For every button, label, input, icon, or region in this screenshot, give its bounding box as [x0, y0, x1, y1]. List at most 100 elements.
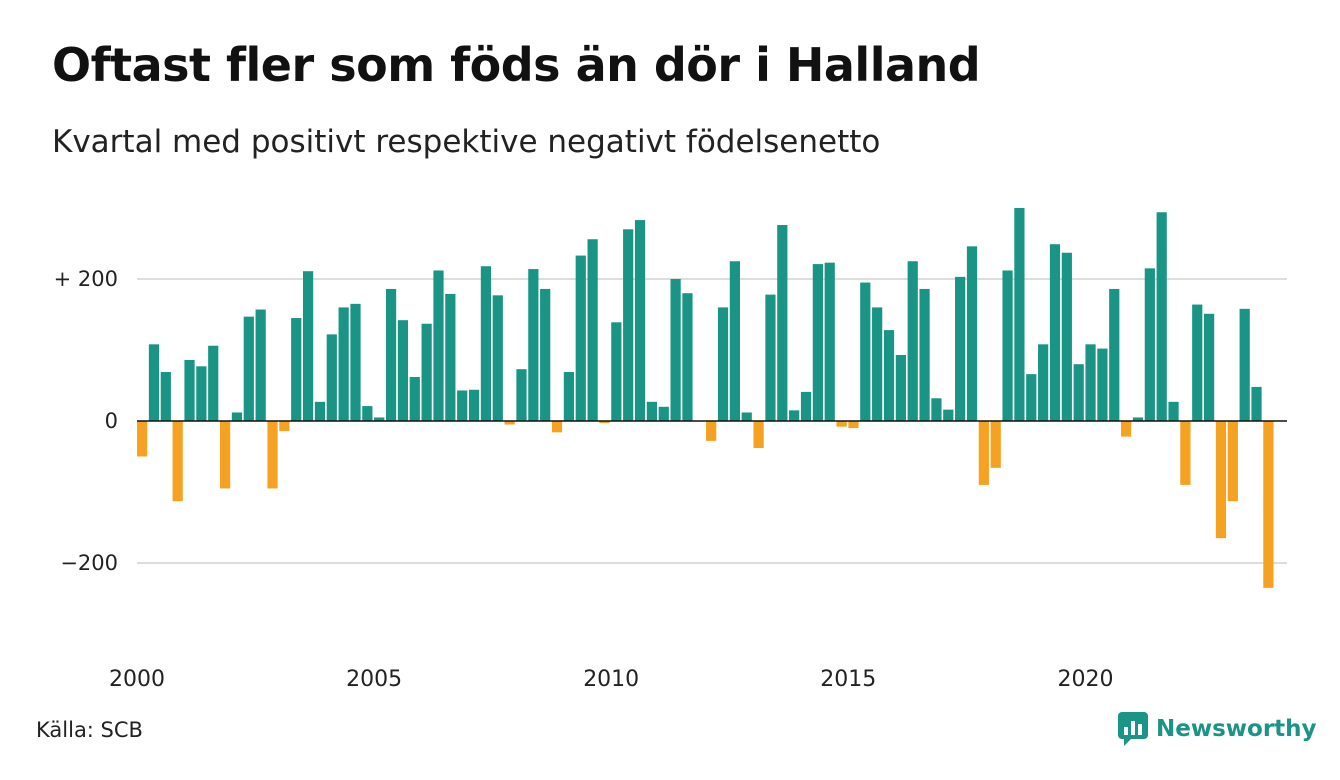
bar-2016-k3 [919, 288, 930, 421]
bar-2006-k2 [433, 270, 444, 421]
bar-2012-k4 [741, 412, 752, 421]
bar-2023-k2 [1239, 308, 1250, 421]
bar-2020-k1 [1085, 344, 1096, 421]
bar-2008-k2 [528, 269, 539, 421]
bar-2006-k1 [421, 323, 432, 421]
bar-2010-k2 [623, 229, 634, 421]
bar-2000-k2 [148, 344, 160, 421]
bar-2004-k1 [326, 334, 337, 421]
x-tick-label: 2005 [346, 667, 402, 692]
bar-2021-k2 [1144, 268, 1155, 421]
bar-2001-k3 [208, 345, 219, 421]
bar-2002-k1 [231, 412, 243, 421]
gridlines [137, 278, 1287, 564]
bar-2002-k3 [255, 309, 266, 421]
bar-2022-k2 [1192, 304, 1203, 421]
bar-2011-k2 [670, 279, 681, 421]
bar-2021-k4 [1168, 401, 1179, 421]
bar-2006-k3 [445, 293, 456, 421]
bar-2021-k1 [1132, 417, 1144, 421]
x-tick-label: 2020 [1058, 667, 1114, 692]
bar-2007-k3 [492, 295, 503, 421]
bar-2015-k1 [848, 421, 859, 429]
bar-2016-k2 [907, 261, 918, 421]
bar-2009-k3 [587, 239, 598, 421]
bar-2017-k2 [955, 276, 966, 421]
bar-2009-k2 [575, 255, 586, 421]
bar-2008-k1 [516, 369, 527, 421]
bar-2007-k2 [480, 266, 492, 421]
bar-2001-k1 [184, 359, 195, 421]
bar-2008-k4 [551, 421, 563, 433]
bar-2013-k4 [789, 410, 800, 421]
bar-2017-k4 [978, 421, 989, 485]
bar-2012-k1 [706, 421, 717, 441]
source-note: Källa: SCB [36, 718, 143, 742]
bar-2004-k3 [350, 303, 361, 421]
brand-name: Newsworthy [1156, 716, 1317, 742]
bar-2019-k4 [1073, 364, 1084, 421]
bar-2020-k3 [1109, 288, 1120, 421]
bar-2007-k1 [468, 389, 480, 421]
bar-2007-k4 [504, 421, 515, 425]
bar-2013-k3 [777, 225, 788, 421]
bar-2015-k4 [883, 330, 895, 421]
bar-2021-k3 [1156, 212, 1167, 421]
x-tick-label: 2015 [820, 667, 876, 692]
bar-2022-k1 [1180, 421, 1191, 485]
y-tick-label: + 200 [54, 267, 118, 291]
bar-2014-k2 [812, 264, 823, 421]
bar-2000-k3 [160, 372, 171, 421]
bar-2018-k3 [1014, 208, 1025, 421]
bar-2008-k3 [540, 288, 551, 421]
bar-2005-k2 [385, 288, 397, 421]
bar-2019-k1 [1038, 344, 1049, 421]
bar-2005-k1 [374, 417, 385, 421]
x-axis: 2000 2005 2010 2015 2020 [109, 667, 1114, 692]
bar-2012-k2 [717, 307, 729, 421]
bar-2022-k4 [1215, 421, 1227, 539]
bar-2023-k4 [1263, 421, 1274, 588]
y-tick-label: 0 [105, 409, 118, 433]
bar-2002-k2 [243, 316, 254, 421]
chart-subtitle: Kvartal med positivt respektive negativt… [52, 124, 881, 160]
bar-2023-k1 [1227, 421, 1238, 502]
bar-2000-k4 [172, 421, 183, 502]
bar-2003-k3 [302, 271, 314, 421]
bar-2020-k2 [1097, 348, 1108, 421]
bar-2000-k1 [137, 421, 148, 457]
bar-2019-k2 [1049, 244, 1061, 421]
bar-2011-k1 [658, 406, 669, 421]
y-axis: + 200 0 −200 [54, 267, 118, 575]
bar-2003-k1 [279, 421, 290, 431]
bar-2010-k1 [611, 322, 622, 421]
newsworthy-logo-icon [1118, 712, 1148, 746]
x-tick-label: 2010 [583, 667, 639, 692]
bar-series [137, 208, 1274, 588]
bar-2013-k1 [753, 421, 764, 448]
bar-2016-k1 [895, 354, 906, 421]
bar-2017-k1 [943, 409, 954, 421]
bar-2004-k4 [362, 406, 373, 421]
bar-2010-k3 [634, 220, 646, 421]
bar-2011-k3 [682, 293, 693, 421]
bar-2009-k4 [599, 421, 610, 424]
bar-2014-k4 [836, 421, 847, 427]
bar-2015-k2 [860, 282, 871, 421]
bar-2018-k1 [990, 421, 1001, 468]
bar-2014-k3 [824, 262, 835, 421]
bar-2016-k4 [931, 398, 942, 421]
bar-2018-k2 [1002, 270, 1013, 421]
bar-2009-k1 [563, 372, 574, 421]
bar-2001-k2 [196, 366, 207, 421]
bar-2015-k3 [872, 307, 883, 421]
bar-2023-k3 [1251, 386, 1262, 421]
brand-logo[interactable]: Newsworthy [1118, 712, 1317, 746]
bar-2010-k4 [646, 401, 657, 421]
bar-2006-k4 [457, 390, 468, 421]
bar-2005-k3 [397, 320, 409, 421]
bar-2005-k4 [409, 376, 420, 421]
y-tick-label: −200 [60, 551, 118, 575]
bar-2017-k3 [966, 246, 978, 421]
bar-2020-k4 [1121, 421, 1132, 437]
